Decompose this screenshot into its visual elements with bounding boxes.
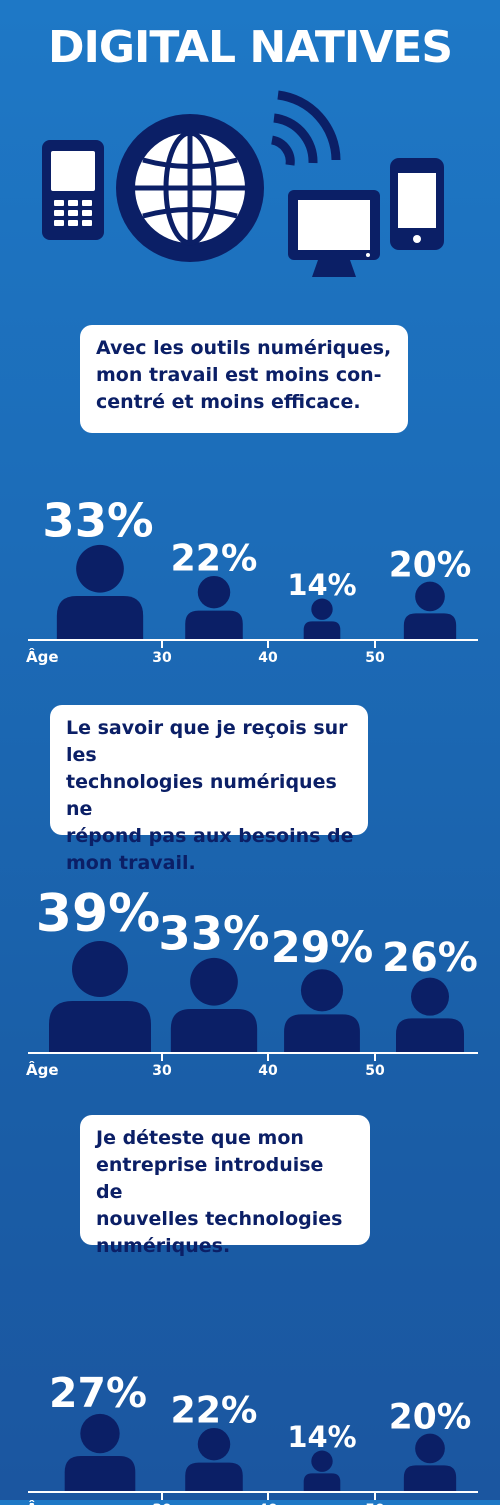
- person-head: [415, 581, 445, 612]
- mobile-phone-icon: [42, 140, 104, 240]
- percent-label: 33%: [158, 906, 269, 960]
- quote-line: répond pas aux besoins de: [66, 825, 354, 847]
- header-icons: [42, 90, 444, 277]
- quote-bubble: Je déteste que mon entreprise introduise…: [80, 1115, 370, 1257]
- person-figure: [403, 581, 457, 640]
- person-body: [185, 1462, 243, 1492]
- person-head: [415, 1433, 445, 1464]
- person-head: [197, 1427, 231, 1461]
- quote-line: Avec les outils numériques,: [96, 337, 392, 359]
- quote-line: nouvelles technologies: [96, 1208, 343, 1230]
- survey-section-2: Le savoir que je reçois sur les technolo…: [0, 705, 500, 1095]
- wifi-signal-icon: [270, 90, 341, 166]
- axis-label: Âge: [26, 647, 59, 666]
- person-body: [403, 613, 457, 640]
- survey-section-3: Je déteste que mon entreprise introduise…: [0, 1115, 500, 1505]
- percent-label: 14%: [287, 568, 356, 602]
- percent-label: 22%: [171, 1388, 258, 1431]
- person-figure: [396, 977, 464, 1053]
- percent-label: 39%: [36, 884, 160, 944]
- person-figure: [185, 575, 243, 640]
- person-head: [197, 575, 231, 609]
- percent-label: 29%: [271, 923, 373, 973]
- person-body: [303, 621, 341, 640]
- person-body: [303, 1473, 341, 1492]
- percent-label: 26%: [382, 935, 478, 981]
- person-head: [190, 957, 238, 1006]
- quote-line: Je déteste que mon: [96, 1127, 304, 1149]
- quote-line: centré et moins efficace.: [96, 391, 361, 413]
- person-figure: [170, 957, 258, 1053]
- smartphone-icon: [390, 158, 444, 250]
- percent-label: 33%: [42, 493, 153, 547]
- tick-label: 40: [258, 650, 278, 666]
- person-head: [76, 544, 124, 593]
- survey-section-1: Avec les outils numériques, mon travail …: [0, 320, 500, 710]
- percent-label: 22%: [171, 536, 258, 579]
- quote-line: numériques.: [96, 1235, 231, 1257]
- quote-bubble: Le savoir que je reçois sur les technolo…: [50, 705, 368, 874]
- person-head: [311, 1450, 333, 1472]
- person-figure: [64, 1413, 136, 1492]
- tick-label: 40: [258, 1063, 278, 1079]
- quote-line: mon travail est moins con-: [96, 364, 382, 386]
- person-body: [49, 1001, 151, 1053]
- person-figure: [284, 969, 360, 1053]
- person-head: [80, 1413, 120, 1454]
- person-head: [72, 941, 128, 997]
- person-figure: [303, 1450, 341, 1492]
- person-figure: [49, 941, 151, 1053]
- person-head: [311, 598, 333, 620]
- person-figure: [303, 598, 341, 640]
- tick-label: 30: [152, 1063, 172, 1079]
- page-title: DIGITAL NATIVES: [47, 22, 453, 73]
- tick-label: 50: [365, 650, 385, 666]
- person-head: [411, 977, 449, 1016]
- person-figure: [185, 1427, 243, 1492]
- percent-label: 14%: [287, 1420, 356, 1454]
- desktop-monitor-icon: [288, 190, 380, 277]
- quote-line: technologies numériques ne: [66, 771, 337, 820]
- person-body: [284, 1014, 360, 1053]
- tick-label: 50: [365, 1063, 385, 1079]
- percent-label: 20%: [389, 545, 471, 585]
- percent-label: 27%: [49, 1369, 147, 1417]
- quote-line: Le savoir que je reçois sur les: [66, 717, 348, 766]
- age-chart: 39%33% 29% 26% 30 40 50 Âge: [26, 884, 478, 1079]
- percent-label: 20%: [389, 1397, 471, 1437]
- person-figure: [56, 544, 144, 640]
- quote-bubble: Avec les outils numériques, mon travail …: [80, 325, 408, 433]
- quote-line: entreprise introduise de: [96, 1154, 324, 1203]
- person-body: [64, 1456, 136, 1492]
- person-body: [403, 1465, 457, 1492]
- person-head: [300, 969, 344, 1012]
- person-body: [396, 1018, 464, 1053]
- age-chart: 33% 22% 14% 20% 30 40 50 Âge: [26, 493, 478, 666]
- globe-icon: [116, 114, 264, 262]
- tick-label: 30: [152, 650, 172, 666]
- person-body: [56, 596, 144, 640]
- quote-line: mon travail.: [66, 852, 196, 874]
- person-body: [170, 1009, 258, 1053]
- person-body: [185, 610, 243, 640]
- person-figure: [403, 1433, 457, 1492]
- axis-label: Âge: [26, 1060, 59, 1079]
